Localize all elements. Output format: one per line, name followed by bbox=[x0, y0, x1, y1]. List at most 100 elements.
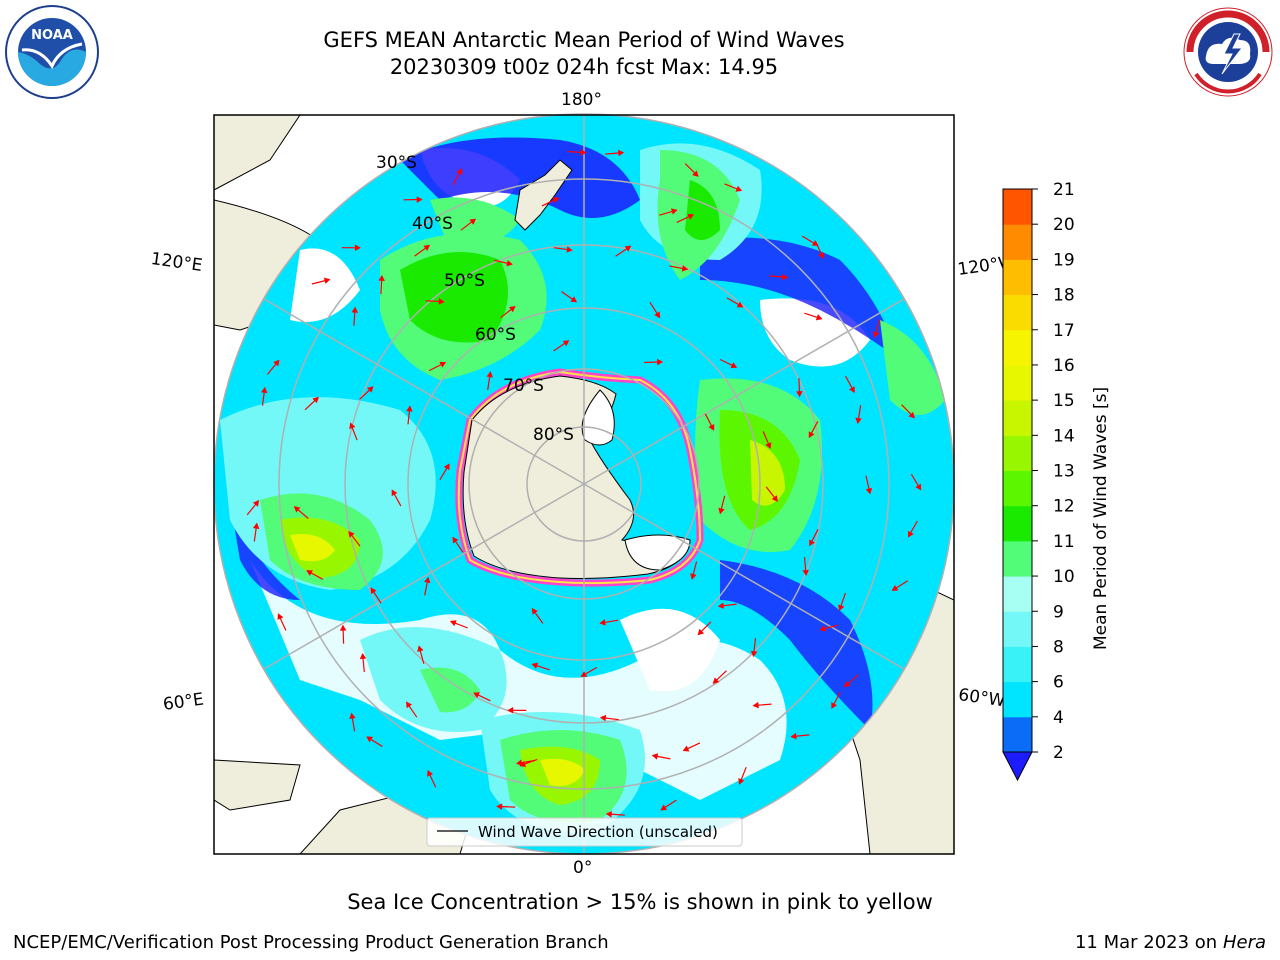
wave-arrow-head bbox=[552, 197, 560, 204]
colorbar-tick-label: 21 bbox=[1053, 180, 1075, 200]
colorbar-tick-label: 9 bbox=[1053, 602, 1064, 622]
wave-arrow-head bbox=[423, 244, 431, 251]
wave-arrow-head bbox=[277, 613, 284, 620]
lat-label-50s: 50°S bbox=[444, 271, 485, 291]
footer-credit: NCEP/EMC/Verification Post Processing Pr… bbox=[13, 932, 609, 953]
lat-label-80s: 80°S bbox=[533, 425, 574, 445]
chart-subtitle-run: 20230309 t00z 024h fcst Max: 14.95 bbox=[389, 55, 779, 79]
lon-label-180: 180° bbox=[561, 90, 602, 110]
wave-arrow-head bbox=[580, 149, 587, 156]
wave-arrow-head bbox=[351, 306, 359, 313]
wave-arrow-head bbox=[865, 487, 873, 495]
land-australia-top bbox=[214, 115, 301, 191]
colorbar: 2 4 6 8 9 10 11 12 13 14 15 16 17 18 19 20 21 bbox=[1002, 180, 1075, 782]
colorbar-segment bbox=[1003, 681, 1032, 718]
wave-arrow-head bbox=[452, 536, 459, 544]
sea-ice-note: Sea Ice Concentration > 15% is shown in … bbox=[347, 890, 933, 914]
colorbar-tick-label: 2 bbox=[1053, 743, 1064, 763]
lon-label-60e: 60°E bbox=[162, 689, 205, 714]
lat-label-70s: 70°S bbox=[503, 376, 544, 396]
wave-arrow-head bbox=[809, 539, 815, 547]
wave-arrow-head bbox=[506, 260, 513, 267]
footer-host: Hera bbox=[1222, 932, 1266, 953]
lon-label-120e: 120°E bbox=[150, 249, 204, 276]
land-madagascar bbox=[214, 759, 301, 811]
wave-arrow-head bbox=[349, 422, 356, 430]
wave-arrow-head bbox=[449, 620, 457, 627]
colorbar-extend-arrow bbox=[1002, 751, 1033, 782]
wave-arrow-head bbox=[570, 296, 578, 303]
wave-arrow-head bbox=[312, 396, 319, 404]
wave-arrow-head bbox=[855, 417, 862, 425]
wave-arrow-head bbox=[819, 625, 827, 632]
wave-arrow-head bbox=[692, 170, 699, 177]
wave-arrow-head bbox=[651, 753, 659, 760]
sea-ice-edge-inner bbox=[457, 370, 702, 585]
colorbar-segment bbox=[1003, 259, 1032, 296]
colorbar-segment bbox=[1003, 364, 1032, 401]
colorbar-segment bbox=[1003, 224, 1032, 260]
wave-arrow-head bbox=[406, 405, 413, 412]
wave-arrow-head bbox=[391, 489, 398, 497]
wave-arrow-head bbox=[605, 810, 612, 818]
wave-arrow-head bbox=[781, 273, 789, 281]
noaa-logo-text: NOAA bbox=[31, 28, 73, 43]
wave-arrow-head bbox=[323, 277, 331, 284]
colorbar-segment bbox=[1003, 189, 1032, 225]
nws-logo bbox=[1182, 6, 1274, 98]
colorbar-segment bbox=[1003, 646, 1032, 683]
noaa-logo: NOAA bbox=[5, 5, 99, 99]
wave-arrow-head bbox=[378, 274, 385, 282]
wave-arrow-head bbox=[562, 340, 570, 347]
wave-arrow-head bbox=[808, 431, 815, 439]
wave-arrow-head bbox=[915, 483, 922, 491]
colorbar-segment bbox=[1003, 505, 1032, 542]
colorbar-tick-label: 16 bbox=[1053, 356, 1075, 376]
wave-arrow-head bbox=[818, 252, 825, 260]
wave-arrow-head bbox=[718, 507, 725, 515]
wave-arrow-head bbox=[252, 522, 260, 530]
wave-arrow-head bbox=[519, 760, 527, 768]
colorbar-segment bbox=[1003, 435, 1032, 471]
wave-arrow-head bbox=[690, 573, 697, 580]
wave-arrow-head bbox=[348, 530, 355, 538]
wave-arrow-head bbox=[708, 423, 715, 431]
wave-arrow-head bbox=[654, 311, 661, 319]
wave-arrow-head bbox=[687, 213, 695, 220]
wave-arrow-head bbox=[261, 386, 268, 394]
wave-arrow-head bbox=[273, 359, 280, 367]
colorbar-tick-label: 13 bbox=[1053, 462, 1075, 482]
wave-arrow-head bbox=[717, 602, 724, 609]
wave-arrow-head bbox=[790, 733, 797, 740]
wave-arrow-head bbox=[831, 702, 837, 709]
colorbar-tick-label: 17 bbox=[1053, 321, 1075, 341]
wave-arrow-head bbox=[306, 570, 313, 576]
wave-arrow-head bbox=[366, 736, 373, 743]
wave-arrow-head bbox=[682, 745, 690, 752]
wave-arrow-head bbox=[339, 624, 347, 631]
wave-arrow-head bbox=[349, 712, 356, 720]
lon-label-60w: 60°W bbox=[957, 685, 1006, 711]
wave-arrow-head bbox=[599, 714, 607, 722]
footer-date-text: 11 Mar 2023 on bbox=[1074, 932, 1218, 953]
ice-shelf-weddell bbox=[624, 534, 691, 571]
lat-label-60s: 60°S bbox=[475, 325, 516, 345]
wave-arrow-head bbox=[359, 652, 367, 660]
wave-arrow-head bbox=[670, 208, 678, 215]
wave-arrow-head bbox=[508, 306, 516, 313]
wave-arrow-head bbox=[531, 662, 539, 669]
wave-arrow-head bbox=[531, 607, 538, 615]
wave-arrow-head bbox=[750, 650, 758, 658]
wave-arrow-head bbox=[473, 692, 480, 699]
wave-arrow-head bbox=[354, 244, 361, 252]
wave-arrow-head bbox=[416, 196, 423, 203]
wave-arrow-head bbox=[252, 499, 260, 507]
colorbar-segment bbox=[1003, 400, 1032, 436]
legend: Wind Wave Direction (unscaled) bbox=[426, 817, 743, 847]
land-new-zealand bbox=[514, 159, 573, 231]
colorbar-segment bbox=[1003, 716, 1032, 753]
wave-arrow-head bbox=[907, 530, 914, 538]
wave-arrow-head bbox=[872, 331, 880, 338]
wave-arrow-head bbox=[815, 314, 823, 321]
